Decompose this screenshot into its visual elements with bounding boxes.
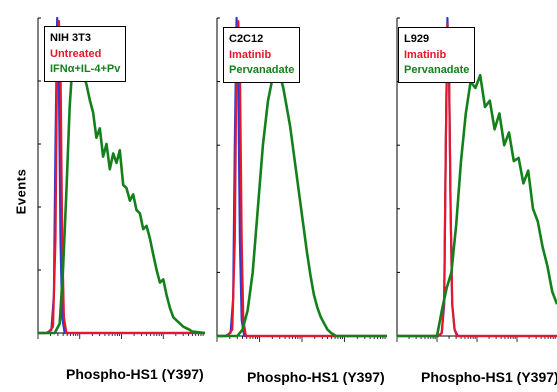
series-line-1-2 xyxy=(38,20,205,335)
x-axis-title-3: Phospho-HS1 (Y397) xyxy=(421,369,557,385)
panel-2 xyxy=(216,16,387,342)
legend-2-red: Imatinib xyxy=(229,48,272,61)
legend-2-title: C2C12 xyxy=(229,33,264,45)
legend-3-title: L929 xyxy=(404,33,430,45)
legend-3: L929 Imatinib Pervanadate xyxy=(398,27,476,83)
x-axis-title-1: Phospho-HS1 (Y397) xyxy=(66,366,204,382)
x-axis-title-2: Phospho-HS1 (Y397) xyxy=(247,369,385,385)
legend-2: C2C12 Imatinib Pervanadate xyxy=(223,27,301,83)
series-line-2-3 xyxy=(217,67,387,338)
legend-3-red: Imatinib xyxy=(404,48,447,61)
legend-1: NIH 3T3 Untreated IFNα+IL-4+Pv xyxy=(44,26,127,82)
legend-1-green: IFNα+IL-4+Pv xyxy=(50,63,121,75)
legend-2-green: Pervanadate xyxy=(229,64,295,76)
legend-1-title: NIH 3T3 xyxy=(50,32,91,44)
legend-3-green: Pervanadate xyxy=(404,64,470,76)
legend-1-red: Untreated xyxy=(50,47,102,60)
series-line-3-3 xyxy=(397,73,557,338)
